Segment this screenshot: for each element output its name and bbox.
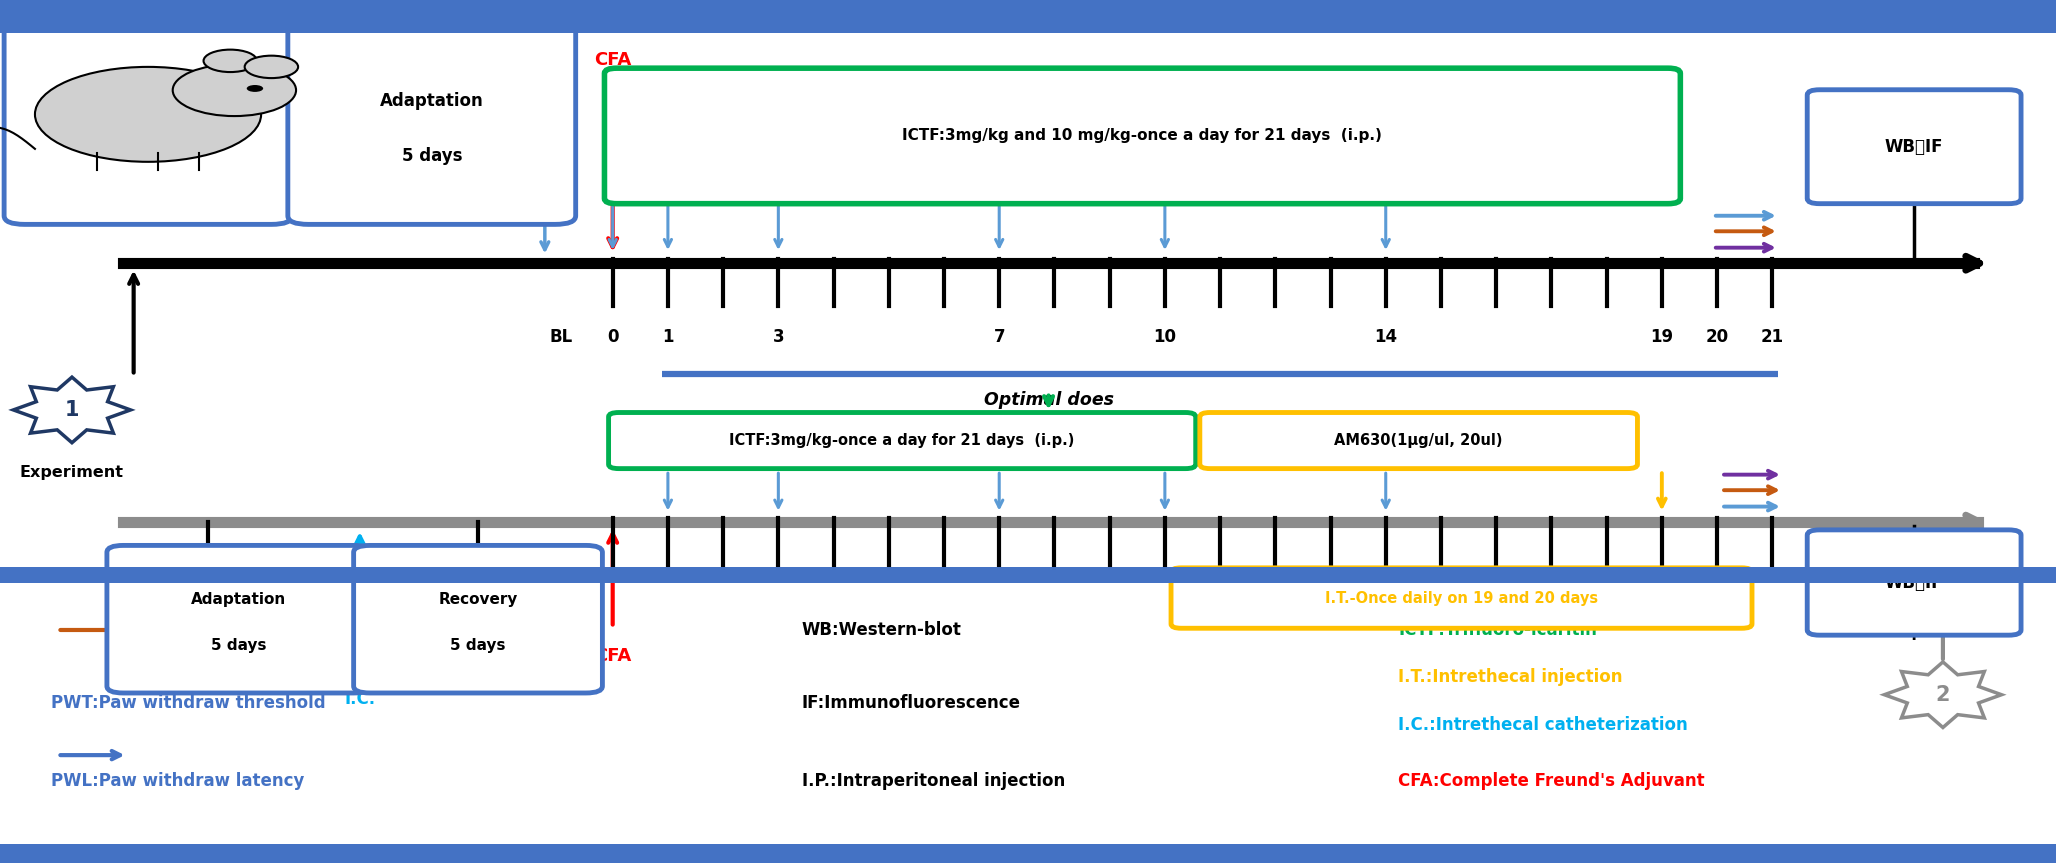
Text: 1: 1 — [64, 400, 80, 420]
Text: 2: 2 — [1935, 684, 1951, 705]
Text: AM630(1μg/ul, 20ul): AM630(1μg/ul, 20ul) — [1334, 433, 1503, 448]
FancyBboxPatch shape — [107, 545, 370, 693]
Text: CFA:Complete Freund's Adjuvant: CFA:Complete Freund's Adjuvant — [1398, 772, 1704, 790]
Text: 20: 20 — [1706, 328, 1729, 346]
FancyBboxPatch shape — [604, 68, 1680, 204]
Text: IF:Immunofluorescence: IF:Immunofluorescence — [802, 695, 1022, 712]
Circle shape — [35, 66, 261, 162]
Text: ICTF:Trifluoro-icaritin: ICTF:Trifluoro-icaritin — [1398, 621, 1598, 639]
Text: I.T.:Intrethecal injection: I.T.:Intrethecal injection — [1398, 669, 1622, 686]
Text: WB:Western-blot: WB:Western-blot — [802, 621, 962, 639]
Text: 19: 19 — [1651, 328, 1674, 346]
Text: CatWalk gait: CatWalk gait — [134, 621, 253, 639]
FancyBboxPatch shape — [609, 413, 1197, 469]
Text: 21: 21 — [1760, 328, 1785, 346]
Text: Adaptation: Adaptation — [380, 91, 483, 110]
Text: CFA: CFA — [594, 647, 631, 665]
Polygon shape — [1885, 662, 2000, 728]
Text: 5 days: 5 days — [212, 639, 265, 653]
Text: BL: BL — [549, 328, 574, 346]
FancyBboxPatch shape — [288, 22, 576, 224]
Text: 7: 7 — [993, 328, 1005, 346]
FancyBboxPatch shape — [1172, 568, 1752, 628]
Text: PWT:Paw withdraw threshold: PWT:Paw withdraw threshold — [51, 695, 327, 712]
FancyBboxPatch shape — [4, 22, 292, 224]
Text: PWL:Paw withdraw latency: PWL:Paw withdraw latency — [51, 772, 304, 790]
Text: Optimal does: Optimal does — [983, 391, 1114, 409]
Text: ICTF:3mg/kg-once a day for 21 days  (i.p.): ICTF:3mg/kg-once a day for 21 days (i.p.… — [730, 433, 1075, 448]
Text: Experiment: Experiment — [21, 464, 123, 480]
Circle shape — [173, 65, 296, 117]
Text: WB、IF: WB、IF — [1885, 138, 1943, 155]
Text: ICTF:3mg/kg and 10 mg/kg-once a day for 21 days  (i.p.): ICTF:3mg/kg and 10 mg/kg-once a day for … — [903, 129, 1382, 143]
Text: Adaptation: Adaptation — [191, 592, 286, 607]
FancyBboxPatch shape — [1201, 413, 1637, 469]
FancyBboxPatch shape — [1807, 530, 2021, 635]
Circle shape — [247, 85, 263, 92]
Bar — [0, 0, 2056, 33]
Text: I.P.:Intraperitoneal injection: I.P.:Intraperitoneal injection — [802, 772, 1065, 790]
Text: Recovery: Recovery — [438, 592, 518, 607]
Text: 10: 10 — [1153, 328, 1176, 346]
Text: Scarifice: Scarifice — [458, 621, 539, 639]
Bar — [0, 567, 2056, 583]
Circle shape — [204, 49, 257, 72]
Text: 5 days: 5 days — [401, 148, 463, 166]
Text: 1: 1 — [662, 328, 674, 346]
Text: 14: 14 — [1373, 328, 1398, 346]
Text: WB、IF: WB、IF — [1885, 574, 1943, 591]
Text: I.C.:Intrethecal catheterization: I.C.:Intrethecal catheterization — [1398, 716, 1688, 734]
Text: CFA: CFA — [594, 51, 631, 69]
Text: 0: 0 — [607, 328, 619, 346]
Text: I.C.: I.C. — [343, 690, 376, 708]
Text: I.T.-Once daily on 19 and 20 days: I.T.-Once daily on 19 and 20 days — [1324, 590, 1598, 606]
Bar — [0, 844, 2056, 863]
FancyBboxPatch shape — [354, 545, 602, 693]
Circle shape — [245, 55, 298, 79]
FancyBboxPatch shape — [1807, 90, 2021, 204]
Text: 3: 3 — [773, 328, 783, 346]
Text: 5 days: 5 days — [450, 639, 506, 653]
Polygon shape — [14, 377, 132, 443]
Text: Experiment: Experiment — [1892, 625, 1994, 640]
